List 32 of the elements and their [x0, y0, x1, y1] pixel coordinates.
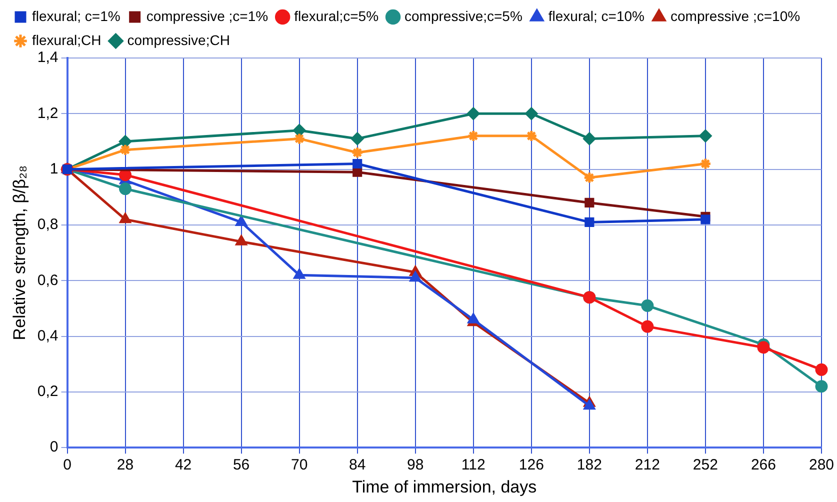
legend-label: compressive;CH [127, 32, 230, 48]
x-tick-label: 0 [63, 456, 72, 474]
x-tick-label: 98 [407, 456, 424, 474]
x-tick-label: 212 [634, 456, 660, 474]
y-tick-label: 0,8 [37, 216, 58, 234]
x-axis-title: Time of immersion, days [352, 477, 537, 496]
y-tick-label: 0 [50, 438, 58, 456]
legend-label: compressive ;c=1% [146, 8, 268, 24]
y-tick-label: 0,2 [37, 383, 58, 400]
x-tick-label: 28 [116, 456, 134, 474]
y-tick-label: 0,4 [37, 327, 58, 344]
y-tick-label: 1 [50, 160, 58, 178]
x-tick-label: 70 [290, 456, 308, 474]
legend-label: flexural;CH [32, 32, 102, 48]
y-tick-label: 1,2 [37, 104, 58, 122]
y-tick-label: 0,6 [37, 272, 58, 289]
x-tick-label: 252 [692, 456, 718, 474]
y-tick-label: 1,4 [37, 49, 58, 66]
legend-label: compressive;c=5% [404, 8, 522, 24]
x-tick-label: 42 [174, 456, 192, 474]
x-tick-label: 126 [518, 456, 544, 474]
legend-label: flexural;c=5% [294, 8, 379, 24]
x-tick-label: 84 [349, 456, 366, 474]
x-tick-label: 266 [750, 456, 776, 474]
y-axis-title: Relative strength, β/β₂₈ [10, 165, 29, 340]
legend-label: flexural; c=1% [32, 8, 120, 24]
x-tick-label: 112 [461, 456, 486, 474]
legend-label: compressive ;c=10% [670, 8, 800, 24]
legend-label: flexural; c=10% [548, 8, 645, 24]
x-tick-label: 182 [576, 456, 602, 474]
x-tick-label: 280 [808, 456, 834, 474]
x-tick-label: 56 [232, 456, 250, 474]
